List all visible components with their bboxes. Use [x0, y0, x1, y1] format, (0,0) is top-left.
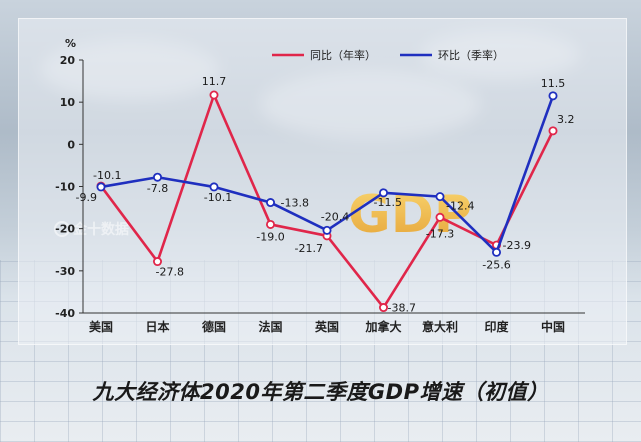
data-point	[96, 182, 106, 192]
y-axis-unit: %	[65, 37, 76, 50]
y-tick-label: 20	[60, 54, 76, 67]
data-label: 3.2	[557, 113, 575, 126]
y-tick-label: 10	[60, 96, 76, 109]
data-label: -19.0	[256, 230, 284, 243]
data-label: -23.9	[503, 239, 531, 252]
data-point	[152, 257, 162, 267]
x-tick-label: 日本	[145, 319, 169, 334]
data-label: -10.1	[204, 191, 232, 204]
chart-panel	[18, 18, 627, 345]
data-point	[209, 90, 219, 100]
y-tick-label: -10	[55, 181, 75, 194]
data-label: 11.7	[202, 75, 227, 88]
data-point	[491, 247, 501, 257]
data-label: -27.8	[156, 266, 184, 279]
data-label: -10.1	[93, 169, 121, 182]
data-point	[435, 192, 445, 202]
watermark-text: 金十数据	[72, 221, 129, 238]
x-tick-label: 意大利	[422, 319, 458, 334]
data-label: 11.5	[541, 77, 566, 90]
data-label: -7.8	[147, 182, 168, 195]
data-point	[209, 182, 219, 192]
data-point	[548, 91, 558, 101]
data-point	[378, 303, 388, 313]
legend-label: 环比（季率）	[438, 48, 504, 62]
x-tick-label: 印度	[484, 319, 509, 334]
x-tick-label: 加拿大	[364, 319, 401, 334]
data-label: -38.7	[388, 302, 416, 315]
data-label: -11.5	[374, 196, 402, 209]
x-tick-label: 中国	[541, 319, 565, 334]
series-qoq: -10.1 -7.8 -10.1 -13.8 -20.4 -11.5 -12.4 -25.6 1…	[93, 77, 565, 271]
x-tick-label: 法国	[258, 319, 282, 334]
data-point	[265, 219, 275, 229]
y-tick-label: -40	[55, 307, 75, 320]
data-point	[152, 172, 162, 182]
x-tick-label: 美国	[89, 319, 113, 334]
data-label: -20.4	[321, 210, 349, 223]
data-point	[435, 212, 445, 222]
data-point	[322, 225, 332, 235]
data-label: -9.9	[76, 191, 97, 204]
y-tick-label: -20	[55, 223, 75, 236]
watermark-logo: 金十数据	[54, 221, 129, 238]
data-label: -12.4	[446, 200, 474, 213]
x-tick-label: 德国	[202, 319, 226, 334]
data-point	[265, 198, 275, 208]
data-label: -13.8	[281, 197, 309, 210]
legend-label: 同比（年率）	[310, 48, 376, 62]
data-label: -21.7	[295, 242, 323, 255]
data-label: -17.3	[426, 227, 454, 240]
series-yoy: -9.9 -27.8 11.7 -19.0 -21.7 -38.7 -17.3 -23.9 3.…	[76, 75, 575, 315]
y-tick-label: -30	[55, 265, 75, 278]
data-point	[378, 188, 388, 198]
data-point	[548, 126, 558, 136]
x-tick-label: 英国	[315, 319, 339, 334]
data-label: -25.6	[482, 258, 510, 271]
y-tick-label: 0	[67, 138, 75, 151]
chart-title: 九大经济体2020年第二季度GDP增速（初值）	[92, 380, 549, 404]
